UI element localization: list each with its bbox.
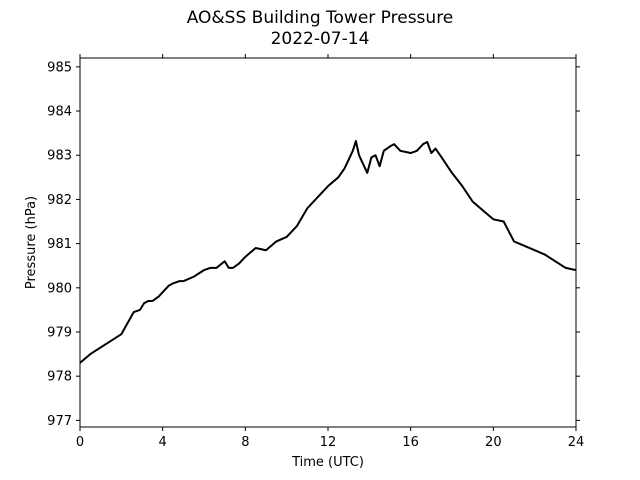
y-tick-label: 980 — [47, 281, 72, 296]
y-tick-label: 984 — [47, 105, 72, 120]
y-tick-label: 978 — [47, 370, 72, 385]
x-tick-label: 12 — [320, 435, 337, 450]
x-tick-label: 20 — [485, 435, 502, 450]
y-tick-label: 981 — [47, 237, 72, 252]
chart-subtitle: 2022-07-14 — [270, 29, 370, 49]
x-tick-label: 4 — [159, 435, 167, 450]
chart-title: AO&SS Building Tower Pressure — [186, 8, 454, 28]
y-tick-label: 982 — [47, 193, 72, 208]
x-axis-label: Time (UTC) — [291, 455, 364, 470]
plot-area: 0 4 8 12 16 20 24 977 978 979 980 981 982 983 984 985 — [47, 54, 584, 450]
axes-frame — [79, 57, 577, 428]
x-tick-label: 16 — [402, 435, 419, 450]
series-line — [79, 140, 577, 364]
x-tick-label: 24 — [568, 435, 585, 450]
y-tick-label: 977 — [47, 414, 72, 429]
y-tick-label: 983 — [47, 149, 72, 164]
x-tick-label: 0 — [76, 435, 84, 450]
x-tick-label: 8 — [241, 435, 249, 450]
chart-title-block: AO&SS Building Tower Pressure 2022-07-14 — [0, 8, 640, 50]
y-tick-label: 985 — [47, 60, 72, 75]
y-axis-label: Pressure (hPa) — [24, 196, 39, 289]
y-tick-label: 979 — [47, 325, 72, 340]
